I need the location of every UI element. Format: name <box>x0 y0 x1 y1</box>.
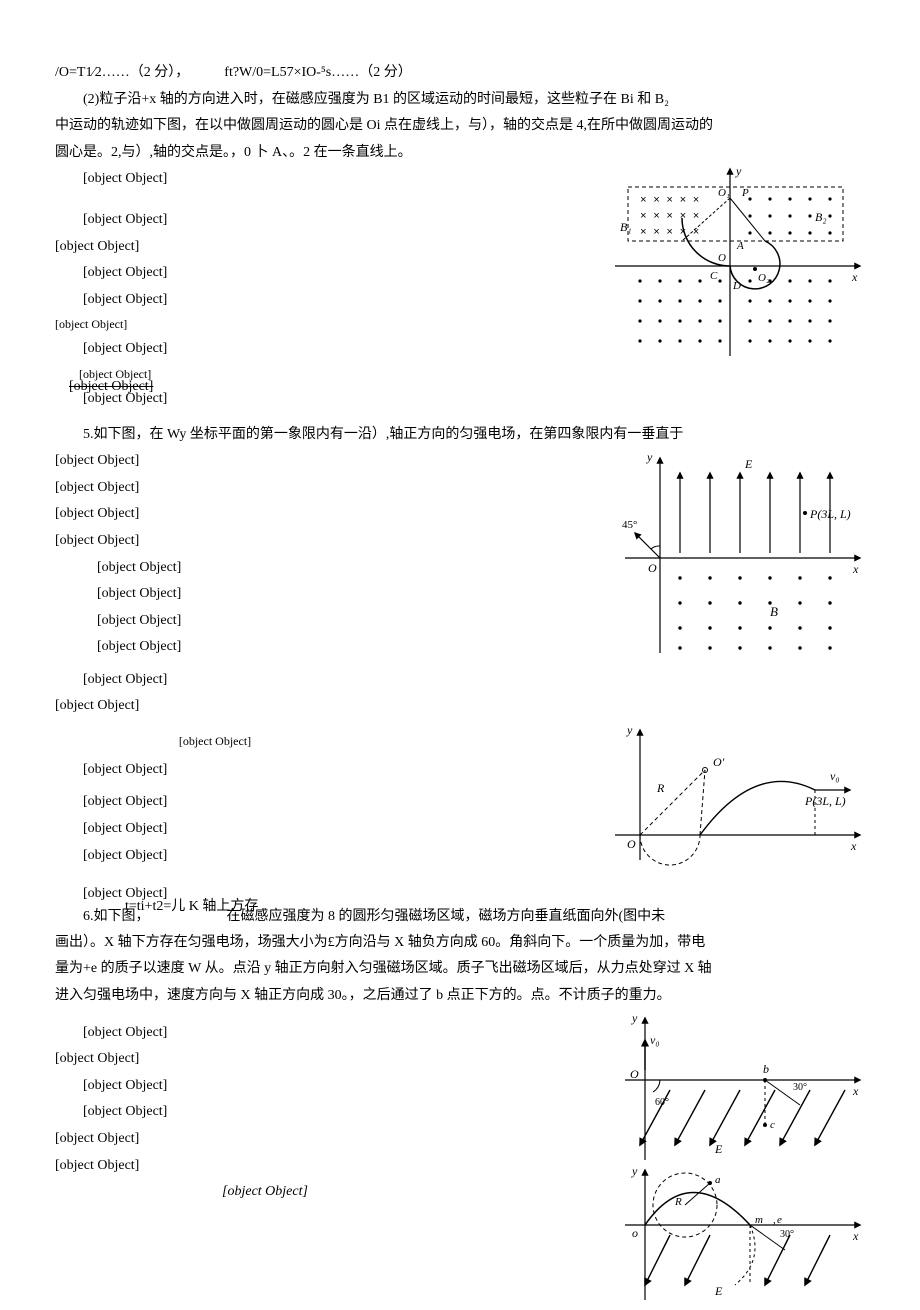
s5-l4: [object Object] <box>55 528 625 555</box>
s5-q3: [object Object] <box>55 608 625 635</box>
s6-l6: [object Object] <box>55 1153 625 1180</box>
fig3-O: O <box>627 837 636 851</box>
svg-text:× × × × ×: × × × × × <box>640 195 699 207</box>
fig3-R: R <box>656 781 665 795</box>
fig3-y: y <box>626 723 633 737</box>
para-1: /O=T1⁄2……（2 分）， ft?W/0=L57×IO-⁵s……（2 分） <box>55 60 865 87</box>
overlap-6: t=ti+t2=儿 K 轴上方存 <box>55 894 258 921</box>
fig5-R: R <box>674 1196 682 1208</box>
fig5-E: E <box>714 1284 723 1298</box>
s6-l5: [object Object] <box>55 1126 625 1153</box>
fig1-B1: B₁ <box>620 220 632 234</box>
s6-l7: [object Object] <box>55 1179 475 1206</box>
figure-2: y x O E B 45° <box>615 448 865 663</box>
s2-l1: [object Object] <box>55 166 625 193</box>
s2-l9a: [object Object] <box>55 374 153 401</box>
fig4-a30: 30° <box>793 1082 807 1093</box>
fig1-B2: B₂ <box>815 210 827 224</box>
fig2-y: y <box>646 450 653 464</box>
fig3-P: P(3L, L) <box>804 794 846 808</box>
fig5-y: y <box>631 1164 638 1178</box>
section-6: [object Object] [object Object] [object … <box>55 1020 865 1206</box>
fig4-O: O <box>630 1067 639 1081</box>
fig5-a: a <box>715 1174 721 1186</box>
fig2-P: P(3L, L) <box>809 507 851 521</box>
s2-l4: [object Object] <box>55 260 625 287</box>
fig5-e: e <box>777 1214 782 1226</box>
s2-l7: [object Object] <box>55 336 625 363</box>
s5-a6: [object Object] <box>55 843 625 870</box>
p6-3: 量为+e 的质子以速度 W 从。点沿 y 轴正方向射入匀强磁场区域。质子飞出磁场… <box>55 956 865 983</box>
s5-a3: [object Object] <box>55 757 625 784</box>
svg-text:× × × × ×: × × × × × <box>640 211 699 223</box>
fig5-x: x <box>852 1229 859 1243</box>
fig4-v0: v₀ <box>650 1033 660 1047</box>
section-5b: [object Object] [object Object] [object … <box>55 730 865 869</box>
s5-a1: [object Object] <box>55 634 625 661</box>
fig1-O1: O₁ <box>718 187 730 199</box>
fig2-O: O <box>648 561 657 575</box>
s5-l3: [object Object] <box>55 501 625 528</box>
fig5-o: o <box>632 1226 638 1240</box>
fig5-m: m <box>755 1214 763 1226</box>
s5-mid: [object Object] <box>55 730 375 753</box>
section-2: [object Object] [object Object] [object … <box>55 166 865 385</box>
figure-3: y x O O′ R v₀ P(3L, L) <box>605 720 865 870</box>
fig3-v0: v₀ <box>830 769 840 783</box>
s6-l1: [object Object] <box>55 1020 625 1047</box>
figure-1: y x × × × × × × × × × × × × × × × <box>610 161 865 366</box>
s6-l4: [object Object] <box>55 1099 625 1126</box>
fig4-y: y <box>631 1011 638 1025</box>
s5-a5: [object Object] <box>55 816 625 843</box>
fig2-E: E <box>744 457 753 471</box>
fig1-O2: O₂ <box>758 272 770 284</box>
fig2-ang: 45° <box>622 519 637 531</box>
s5-a2a: [object Object] <box>55 667 865 694</box>
fig1-D: D <box>732 280 741 292</box>
fig2-B: B <box>770 604 778 619</box>
s2-l3: [object Object] <box>55 234 625 261</box>
s5-l2: [object Object] <box>55 475 625 502</box>
s5-a2b: [object Object] <box>55 693 865 720</box>
fig4-b: b <box>763 1062 769 1076</box>
fig4-x: x <box>852 1084 859 1098</box>
s6-l3: [object Object] <box>55 1073 625 1100</box>
s5-q2: [object Object] <box>55 581 625 608</box>
s5-q1: [object Object] <box>55 555 625 582</box>
s5-a4: [object Object] <box>55 789 625 816</box>
section-5: [object Object] [object Object] [object … <box>55 448 865 661</box>
s5-l1: [object Object] <box>55 448 625 475</box>
figure-4-5: y x O v₀ b 30° 60° E <box>615 1010 865 1310</box>
fig4-c: c <box>770 1119 775 1131</box>
fig1-y-label: y <box>735 164 742 178</box>
fig4-E: E <box>714 1142 723 1156</box>
s6-l2: [object Object] <box>55 1046 625 1073</box>
fig2-x: x <box>852 562 859 576</box>
fig1-C: C <box>710 270 718 282</box>
s2-l6: [object Object] <box>55 313 625 336</box>
fig3-x: x <box>850 839 857 853</box>
fig4-a60: 60° <box>655 1097 669 1108</box>
s2-l5: [object Object] <box>55 287 625 314</box>
p6-4: 进入匀强电场中，速度方向与 X 轴正方向成 30。，之后通过了 b 点正下方的。… <box>55 983 865 1010</box>
para-2-2: 中运动的轨迹如下图，在以中做圆周运动的圆心是 Oi 点在虚线上，与），轴的交点是… <box>55 113 865 140</box>
svg-text:,: , <box>773 1214 776 1226</box>
fig1-A: A <box>736 240 744 252</box>
fig5-a30: 30° <box>780 1229 794 1240</box>
p5-1: 5.如下图，在 Wy 坐标平面的第一象限内有一沿）,轴正方向的匀强电场，在第四象… <box>55 422 865 449</box>
fig1-x-label: x <box>851 270 858 284</box>
fig1-P: P <box>741 187 749 199</box>
s2-l2: [object Object] <box>55 207 625 234</box>
p6-2: 画出）。X 轴下方存在匀强电场，场强大小为£方向沿与 X 轴负方向成 60。角斜… <box>55 930 865 957</box>
fig3-Op: O′ <box>713 755 725 769</box>
para-2-1: (2)粒子沿+x 轴的方向进入时，在磁感应强度为 B1 的区域运动的时间最短，这… <box>55 87 865 114</box>
fig1-O: O <box>718 252 726 264</box>
